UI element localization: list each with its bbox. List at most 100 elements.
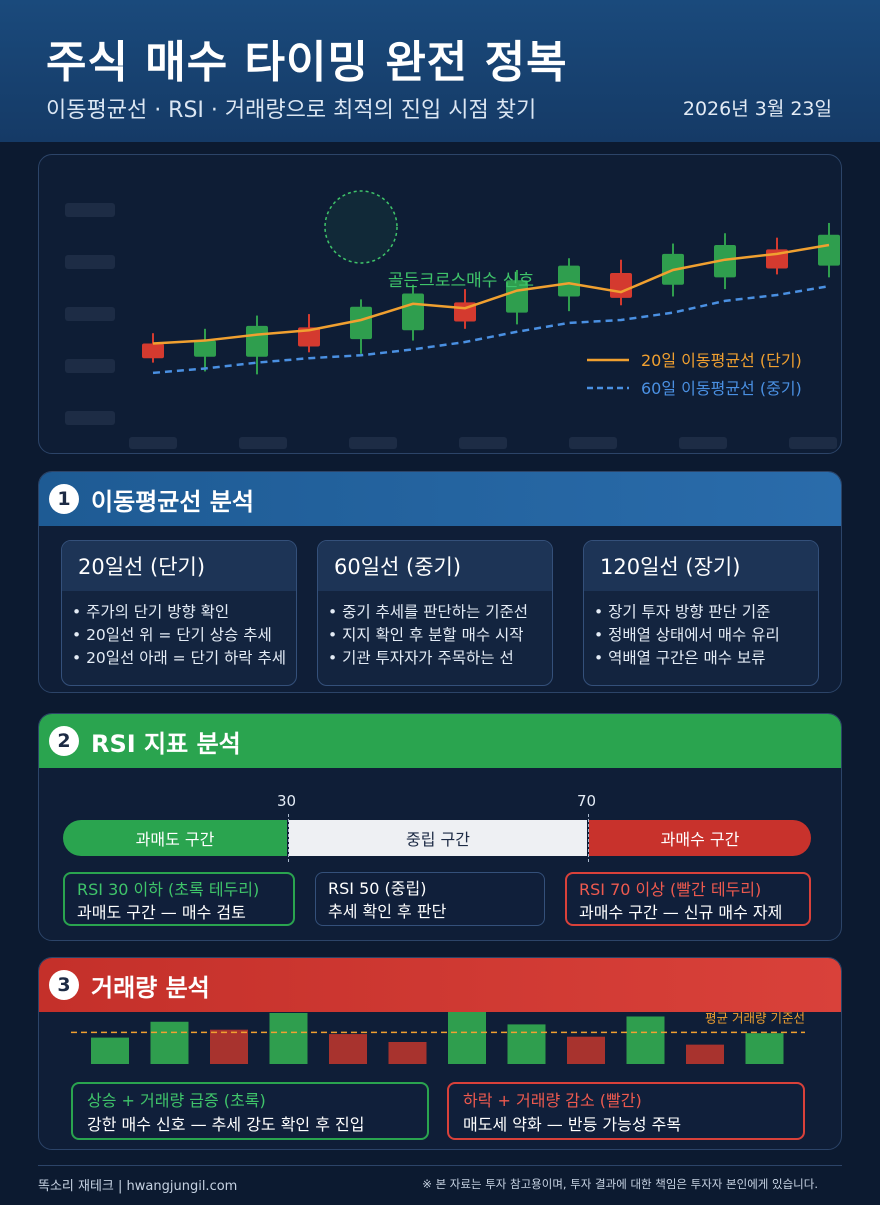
axis-placeholder: [129, 437, 177, 449]
grid-placeholder: [65, 255, 115, 269]
rsi-overbought-zone: 과매수 구간: [589, 820, 811, 856]
volume-bar: [269, 1012, 308, 1064]
rsi-card-neutral: RSI 50 (중립) 추세 확인 후 판단: [315, 872, 545, 926]
candle-body: [350, 306, 372, 340]
grid-placeholder: [65, 203, 115, 217]
candle-body: [298, 327, 320, 347]
legend-label: 20일 이동평균선 (단기): [641, 351, 802, 370]
candle-body: [818, 234, 840, 266]
candle-body: [506, 280, 528, 313]
volume-card-title: 상승 + 거래량 급증 (초록): [87, 1091, 266, 1110]
candle-body: [402, 293, 424, 331]
rsi-card-oversold: RSI 30 이하 (초록 테두리) 과매도 구간 — 매수 검토: [63, 872, 295, 926]
rsi-oversold-zone: 과매도 구간: [63, 820, 287, 856]
volume-bar: [507, 1024, 546, 1064]
rsi-neutral-zone: 중립 구간: [289, 820, 587, 856]
ma-card-title: 20일선 (단기): [62, 541, 296, 591]
candle-body: [246, 325, 268, 357]
legend-label: 60일 이동평균선 (중기): [641, 379, 802, 398]
ma-card-item: • 정배열 상태에서 매수 유리: [594, 626, 780, 644]
candle-body: [142, 343, 164, 359]
section-title: 이동평균선 분석: [91, 487, 254, 516]
volume-bar: [626, 1016, 665, 1064]
ma-card-item: • 기관 투자자가 주목하는 선: [328, 649, 514, 667]
grid-placeholder: [65, 307, 115, 321]
rsi-card-desc: 추세 확인 후 판단: [328, 902, 447, 921]
candle-body: [558, 265, 580, 297]
price-chart: 골든크로스매수 신호 20일 이동평균선 (단기) 60일 이동평균선 (중기): [38, 154, 842, 454]
ma-card-title: 120일선 (장기): [584, 541, 818, 591]
section-number-badge: 3: [49, 970, 79, 1000]
axis-placeholder: [239, 437, 287, 449]
axis-placeholder: [789, 437, 837, 449]
volume-card-desc: 강한 매수 신호 — 추세 강도 확인 후 진입: [87, 1115, 365, 1134]
volume-card-desc: 매도세 약화 — 반등 가능성 주목: [463, 1115, 682, 1134]
ma20-line: [152, 243, 830, 345]
footer-disclaimer: ※ 본 자료는 투자 참고용이며, 투자 결과에 대한 책임은 투자자 본인에게…: [422, 1177, 818, 1191]
volume-bar: [448, 1004, 486, 1064]
section-number-badge: 2: [49, 726, 79, 756]
price-chart-svg: 골든크로스매수 신호 20일 이동평균선 (단기) 60일 이동평균선 (중기): [65, 190, 840, 449]
volume-bar: [150, 1021, 189, 1064]
ma-card-item: • 지지 확인 후 분할 매수 시작: [328, 626, 524, 644]
volume-bar: [745, 1033, 784, 1064]
footer-divider: [38, 1165, 842, 1166]
golden-cross-marker: [324, 190, 398, 264]
section-header: 2 RSI 지표 분석: [39, 714, 841, 768]
volume-card-down: 하락 + 거래량 감소 (빨간) 매도세 약화 — 반등 가능성 주목: [447, 1082, 805, 1140]
rsi-card-title: RSI 50 (중립): [328, 879, 427, 898]
volume-card-title: 하락 + 거래량 감소 (빨간): [463, 1091, 642, 1110]
ma-card-item: • 20일선 위 = 단기 상승 추세: [72, 626, 272, 644]
ma-card-title: 60일선 (중기): [318, 541, 552, 591]
section-header: 3 거래량 분석: [39, 958, 841, 1012]
ma-card-item: • 20일선 아래 = 단기 하락 추세: [72, 649, 287, 667]
section-number-badge: 1: [49, 484, 79, 514]
section-moving-average: 1 이동평균선 분석 20일선 (단기) • 주가의 단기 방향 확인 • 20…: [38, 471, 842, 693]
section-volume: 평균 거래량 기준선 3 거래량 분석 상승 + 거래량 급증 (초록) 강한 …: [38, 957, 842, 1150]
rsi-divider-30: [288, 814, 289, 862]
rsi-marker-30: 30: [277, 792, 297, 810]
rsi-marker-70: 70: [577, 792, 597, 810]
avg-volume-label: 평균 거래량 기준선: [705, 1010, 805, 1025]
candle-body: [714, 245, 736, 278]
volume-bar: [388, 1042, 427, 1064]
ma60-line: [152, 284, 830, 375]
axis-placeholder: [459, 437, 507, 449]
rsi-divider-70: [588, 814, 589, 862]
publish-date: 2026년 3월 23일: [682, 98, 832, 120]
ma-card-item: • 중기 추세를 판단하는 기준선: [328, 603, 528, 621]
volume-bar: [567, 1036, 605, 1064]
volume-bar: [210, 1029, 248, 1064]
grid-placeholder: [65, 411, 115, 425]
ma-card-60: 60일선 (중기) • 중기 추세를 판단하는 기준선 • 지지 확인 후 분할…: [317, 540, 553, 686]
section-title: RSI 지표 분석: [91, 729, 241, 758]
axis-placeholder: [569, 437, 617, 449]
golden-cross-label: 골든크로스매수 신호: [388, 271, 534, 291]
grid-placeholder: [65, 359, 115, 373]
rsi-card-desc: 과매도 구간 — 매수 검토: [77, 903, 246, 922]
rsi-card-desc: 과매수 구간 — 신규 매수 자제: [579, 903, 783, 922]
volume-bar: [686, 1044, 724, 1064]
axis-placeholder: [349, 437, 397, 449]
volume-card-up: 상승 + 거래량 급증 (초록) 강한 매수 신호 — 추세 강도 확인 후 진…: [71, 1082, 429, 1140]
volume-chart-svg: 평균 거래량 기준선: [71, 1004, 805, 1064]
header-banner: 주식 매수 타이밍 완전 정복 이동평균선 · RSI · 거래량으로 최적의 …: [0, 0, 880, 142]
section-title: 거래량 분석: [91, 973, 210, 1002]
ma-card-120: 120일선 (장기) • 장기 투자 방향 판단 기준 • 정배열 상태에서 매…: [583, 540, 819, 686]
rsi-card-title: RSI 70 이상 (빨간 테두리): [579, 880, 762, 899]
axis-placeholder: [679, 437, 727, 449]
section-rsi: 2 RSI 지표 분석 30 70 과매도 구간 중립 구간 과매수 구간 RS…: [38, 713, 842, 941]
candle-body: [194, 340, 216, 357]
footer-brand: 똑소리 재테크 | hwangjungil.com: [38, 1179, 238, 1194]
volume-bar: [329, 1034, 367, 1064]
rsi-card-overbought: RSI 70 이상 (빨간 테두리) 과매수 구간 — 신규 매수 자제: [565, 872, 811, 926]
section-header: 1 이동평균선 분석: [39, 472, 841, 526]
rsi-card-title: RSI 30 이하 (초록 테두리): [77, 880, 260, 899]
ma-card-20: 20일선 (단기) • 주가의 단기 방향 확인 • 20일선 위 = 단기 상…: [61, 540, 297, 686]
page-title: 주식 매수 타이밍 완전 정복: [46, 37, 568, 88]
ma-card-item: • 역배열 구간은 매수 보류: [594, 649, 766, 667]
page-subtitle: 이동평균선 · RSI · 거래량으로 최적의 진입 시점 찾기: [46, 98, 537, 123]
ma-card-item: • 주가의 단기 방향 확인: [72, 603, 230, 621]
candle-body: [610, 272, 632, 298]
ma-card-item: • 장기 투자 방향 판단 기준: [594, 603, 771, 621]
